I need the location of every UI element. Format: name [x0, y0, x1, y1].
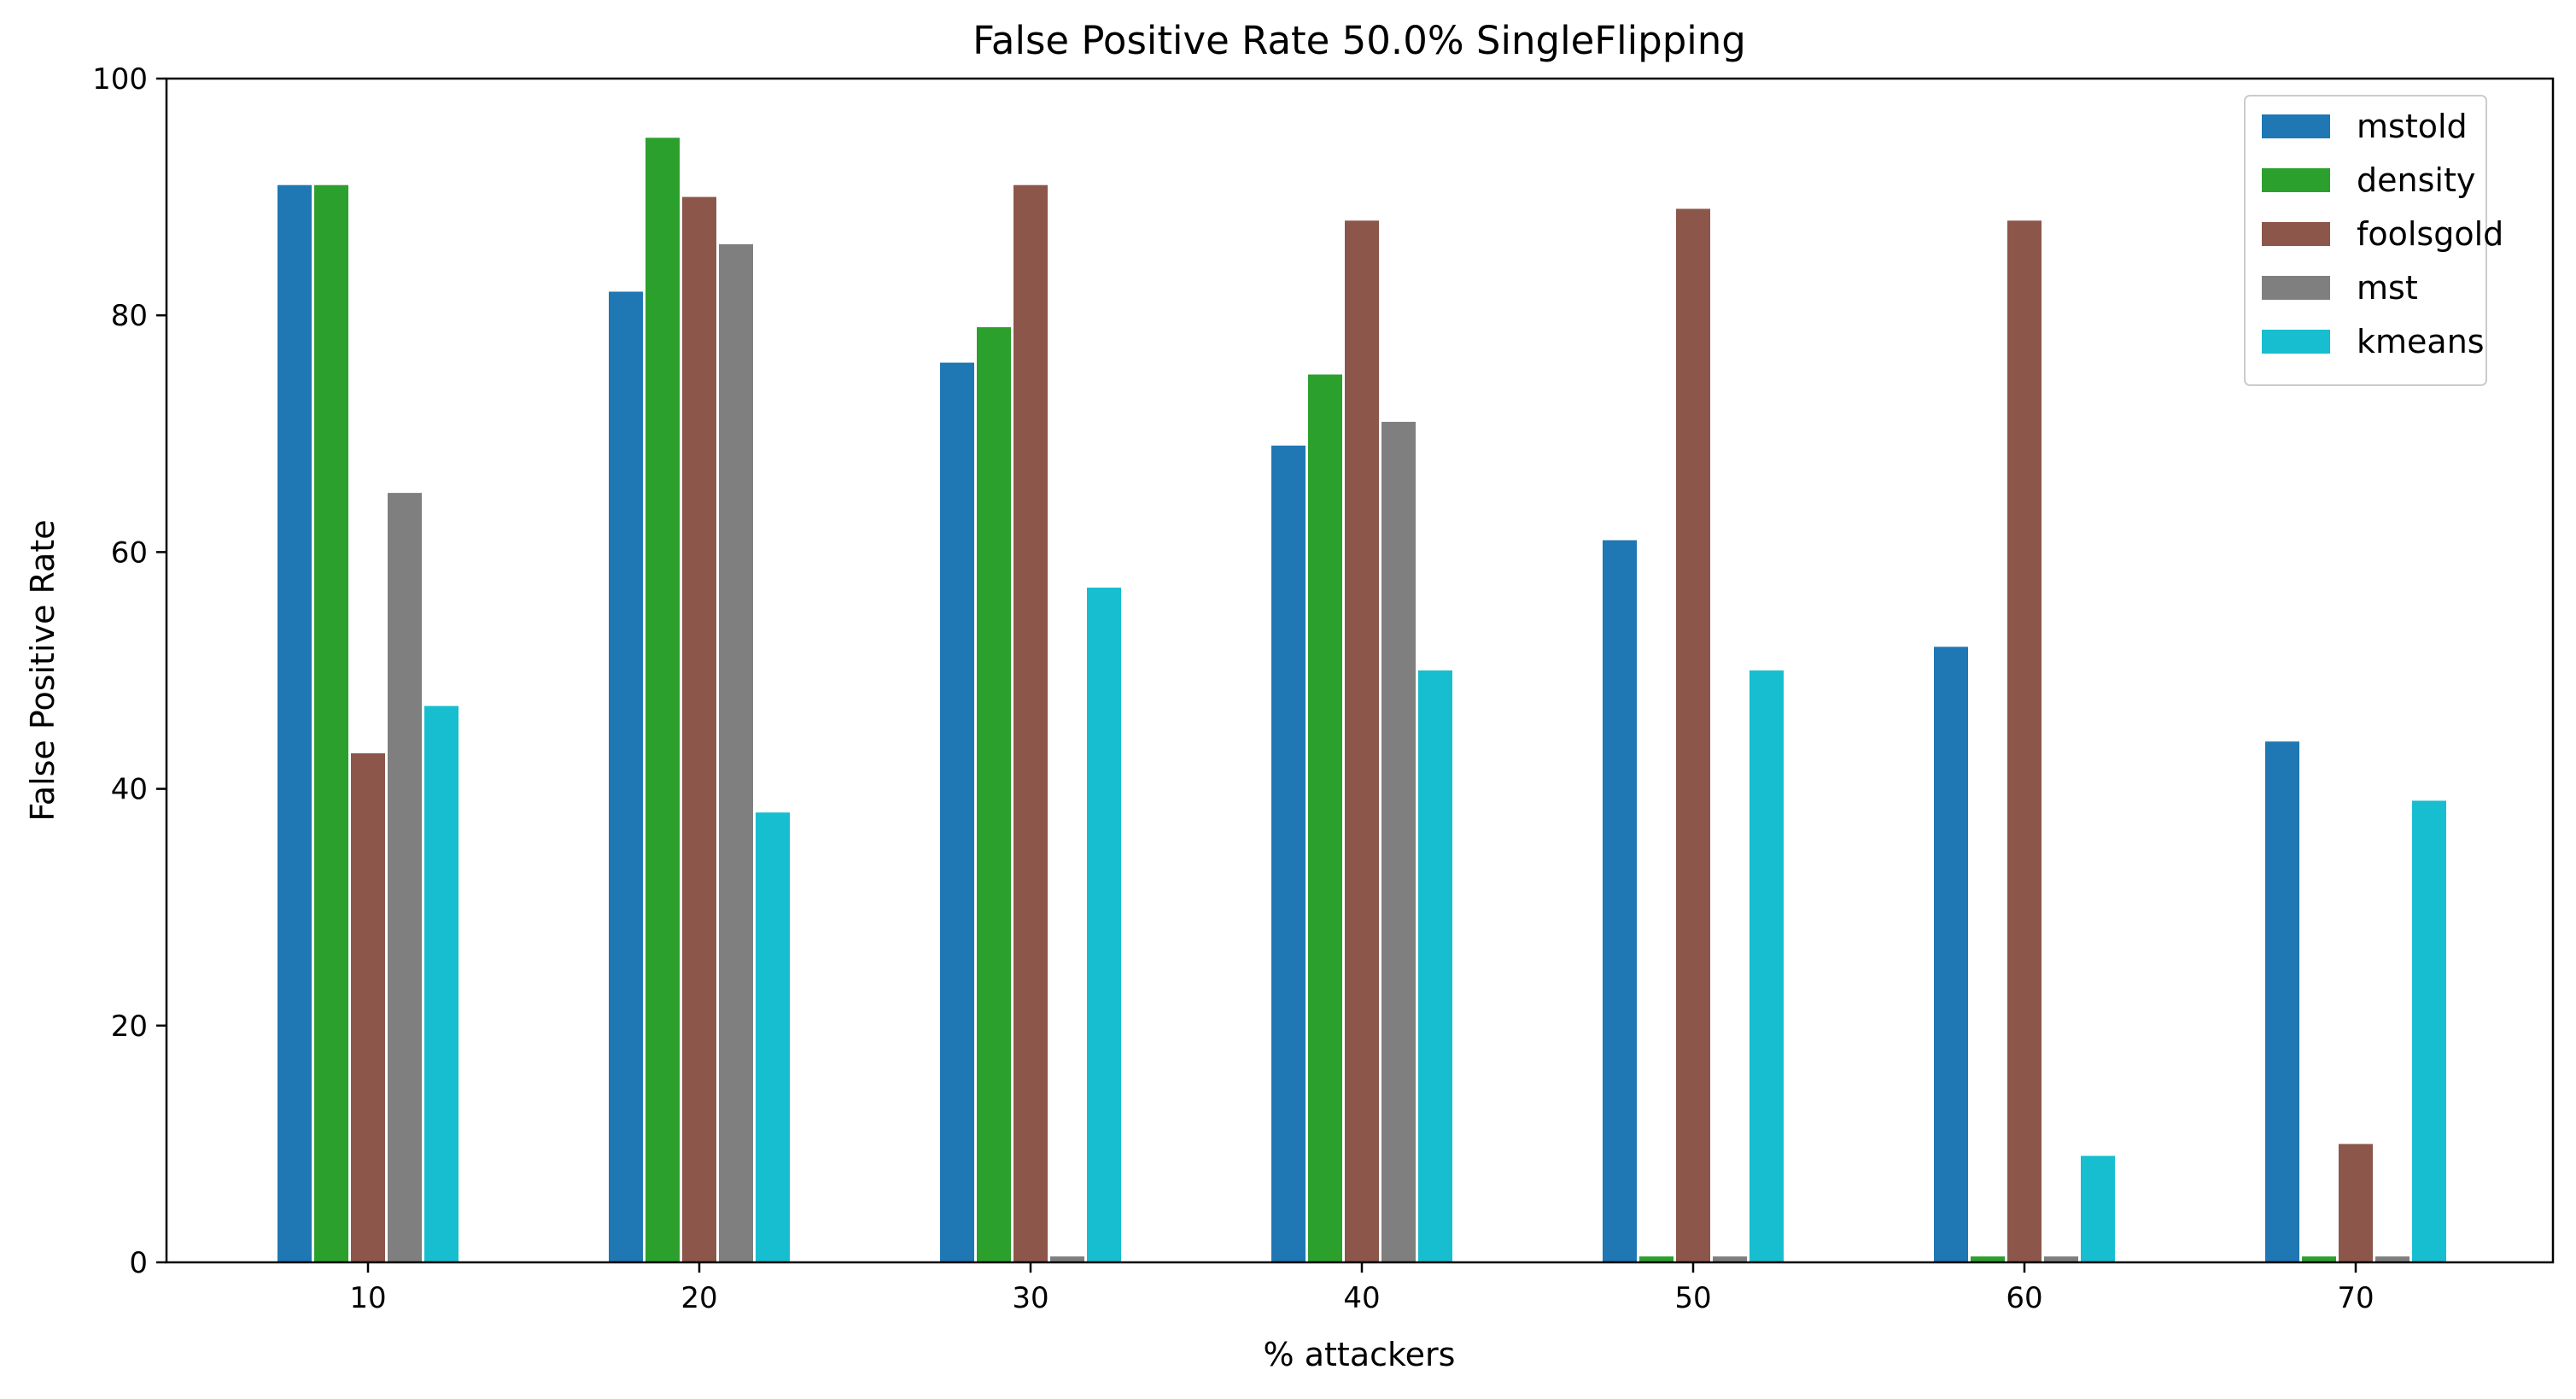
y-tick-label: 100 [92, 62, 148, 97]
bar-mst-50 [1713, 1256, 1747, 1262]
y-tick-label: 80 [111, 299, 148, 333]
bar-mst-30 [1050, 1256, 1084, 1262]
plot-frame [165, 77, 2555, 1264]
legend-label-foolsgold: foolsgold [2357, 215, 2503, 253]
bar-kmeans-60 [2081, 1156, 2115, 1262]
chart-title: False Positive Rate 50.0% SingleFlipping [973, 18, 1746, 63]
x-tick-label: 40 [1343, 1281, 1380, 1315]
x-tick-label: 50 [1674, 1281, 1711, 1315]
x-tick-label: 60 [2006, 1281, 2042, 1315]
bar-mstold-10 [277, 184, 312, 1263]
y-tick-label: 60 [111, 536, 148, 570]
bar-mst-70 [2375, 1256, 2410, 1262]
bar-kmeans-50 [1749, 670, 1784, 1262]
bar-density-30 [977, 327, 1011, 1263]
bar-kmeans-70 [2412, 800, 2446, 1262]
bar-mst-20 [719, 244, 753, 1262]
legend-label-kmeans: kmeans [2357, 323, 2485, 360]
bar-foolsgold-40 [1345, 220, 1379, 1262]
legend-swatch-kmeans [2262, 330, 2330, 354]
bar-mstold-60 [1934, 647, 1968, 1262]
bar-kmeans-10 [424, 705, 459, 1262]
x-tick-label: 10 [349, 1281, 386, 1315]
bar-density-50 [1639, 1256, 1674, 1262]
bar-mstold-30 [940, 362, 974, 1263]
x-tick-label: 30 [1012, 1281, 1049, 1315]
legend-swatch-mstold [2262, 114, 2330, 138]
bar-kmeans-30 [1087, 588, 1121, 1262]
bar-mstold-70 [2265, 741, 2299, 1262]
legend-swatch-mst [2262, 276, 2330, 300]
legend-swatch-density [2262, 168, 2330, 192]
bar-mst-60 [2044, 1256, 2078, 1262]
bar-mst-40 [1381, 421, 1416, 1262]
legend-frame [2244, 95, 2487, 386]
y-axis-ticks: 0 20 40 60 80 100 [92, 62, 166, 1280]
bar-foolsgold-50 [1676, 208, 1710, 1262]
bar-mstold-50 [1603, 540, 1637, 1262]
bar-foolsgold-70 [2339, 1144, 2373, 1262]
x-axis-label: % attackers [1264, 1336, 1456, 1373]
bar-density-70 [2302, 1256, 2336, 1262]
legend: mstold density foolsgold mst kmeans [2244, 95, 2503, 386]
y-tick-label: 20 [111, 1010, 148, 1044]
legend-label-mstold: mstold [2357, 108, 2468, 145]
bar-mstold-20 [609, 291, 643, 1262]
legend-label-mst: mst [2357, 269, 2418, 307]
bar-kmeans-40 [1418, 670, 1452, 1262]
bar-foolsgold-10 [351, 753, 385, 1262]
x-tick-label: 20 [681, 1281, 717, 1315]
bar-density-10 [314, 184, 348, 1263]
y-axis-label: False Positive Rate [24, 519, 61, 821]
bar-mst-10 [388, 493, 422, 1262]
bar-foolsgold-60 [2007, 220, 2042, 1262]
x-axis-ticks: 10 20 30 40 50 60 70 [349, 1262, 2374, 1315]
bar-density-60 [1971, 1256, 2005, 1262]
x-tick-label: 70 [2337, 1281, 2374, 1315]
bar-density-20 [645, 138, 680, 1262]
legend-label-density: density [2357, 161, 2475, 199]
y-tick-label: 0 [129, 1246, 148, 1280]
bar-kmeans-20 [756, 812, 790, 1262]
y-tick-label: 40 [111, 773, 148, 807]
bars-layer [277, 138, 2446, 1263]
legend-swatch-foolsgold [2262, 222, 2330, 246]
bar-foolsgold-20 [682, 196, 716, 1263]
bar-density-40 [1308, 374, 1342, 1262]
bar-mstold-40 [1271, 445, 1306, 1262]
bar-foolsgold-30 [1013, 184, 1048, 1263]
